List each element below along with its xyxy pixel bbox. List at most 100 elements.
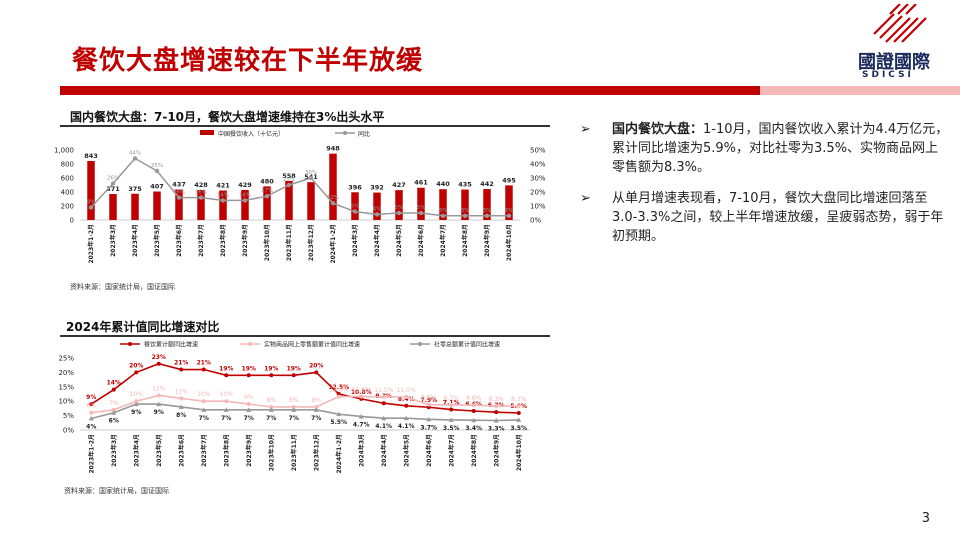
y-tick: 20% <box>58 369 74 377</box>
y-right-tick: 40% <box>530 161 546 169</box>
line-point <box>88 205 94 210</box>
bar <box>175 189 183 220</box>
line-label: 3.4% <box>465 425 482 432</box>
line-point <box>111 407 116 412</box>
line-point <box>381 415 387 421</box>
line-point <box>462 213 468 218</box>
series-line <box>90 362 519 414</box>
line-point <box>426 416 432 422</box>
y-tick: 25% <box>58 355 74 363</box>
line-label: 10% <box>130 391 144 398</box>
line-label: 21% <box>197 360 211 367</box>
bar-label: 437 <box>172 180 186 188</box>
x-tick: 2024年4月 <box>380 434 388 467</box>
x-tick: 2024年3月 <box>357 434 365 467</box>
chart1-title: 国内餐饮大盘：7-10月，餐饮大盘增速维持在3%出头水平 <box>70 110 385 124</box>
bar <box>417 187 425 220</box>
y-left-tick: 0 <box>70 217 74 225</box>
legend-marker <box>418 342 422 346</box>
line-point <box>330 201 336 206</box>
line-label: 12% <box>327 195 339 201</box>
y-left-tick: 800 <box>61 161 74 169</box>
chart1-divider <box>60 125 550 127</box>
line-label: 6% <box>109 418 119 425</box>
logo-icon <box>873 4 927 43</box>
bar <box>373 192 381 220</box>
bar-label: 375 <box>128 185 142 193</box>
line-point <box>201 399 206 404</box>
bar-label: 396 <box>348 183 362 191</box>
bar-label: 480 <box>260 177 274 185</box>
page-number: 3 <box>921 511 930 526</box>
x-tick: 2024年6月 <box>417 224 425 257</box>
y-left-tick: 400 <box>61 189 74 197</box>
bar <box>219 190 227 220</box>
line-label: 8% <box>266 397 276 404</box>
line-point <box>358 413 364 419</box>
line-point <box>88 415 94 421</box>
line-point <box>111 410 117 415</box>
logo-text: 國證國際 <box>858 52 930 73</box>
x-tick: 2023年1-2月 <box>87 434 95 474</box>
line-label: 5% <box>417 205 426 211</box>
line-point <box>246 407 252 412</box>
bar <box>505 185 513 220</box>
line-label: 19% <box>242 365 256 372</box>
line-point <box>471 408 476 413</box>
line-label: 10% <box>220 391 234 398</box>
line-label: 7% <box>109 400 119 407</box>
line-label: 11.5% <box>374 387 393 394</box>
bar <box>483 189 491 220</box>
line-point <box>132 156 138 161</box>
line-label: 10% <box>197 391 211 398</box>
x-tick: 2023年10月 <box>263 224 271 261</box>
line-point <box>440 213 446 218</box>
bullet-list: ➢ 国内餐饮大盘：1-10月，国内餐饮收入累计为4.4万亿元，累计同比增速为5.… <box>580 120 950 258</box>
bar-label: 558 <box>282 172 296 180</box>
line-point <box>179 396 184 401</box>
y-right-tick: 10% <box>530 203 546 211</box>
x-tick: 2024年8月 <box>461 224 469 257</box>
x-tick: 2024年3月 <box>351 224 359 257</box>
line-point <box>506 213 512 218</box>
x-tick: 2024年10月 <box>505 224 513 261</box>
line-label: 12.5% <box>328 384 349 391</box>
line-point <box>224 399 229 404</box>
line-label: 20% <box>309 362 323 369</box>
bar <box>263 186 271 220</box>
line-point <box>471 403 476 408</box>
line-point <box>336 411 342 417</box>
chart1: 中国餐饮收入（十亿元） 同比 0 200 400 600 800 1,000 0% 10% 20% 3… <box>54 130 546 264</box>
bar <box>87 160 95 220</box>
line-point <box>314 370 319 375</box>
bar <box>153 191 161 220</box>
line-point <box>418 210 424 216</box>
line-point <box>381 401 386 406</box>
line-label: 4.7% <box>353 421 370 428</box>
line-label: 14% <box>239 192 251 198</box>
line-point <box>178 404 184 409</box>
bar <box>197 190 205 220</box>
chart2-source: 资料来源：国家统计局，国证国际 <box>64 487 169 495</box>
y-right-tick: 50% <box>530 147 546 155</box>
line-label: 20% <box>129 362 143 369</box>
line-point <box>374 212 380 217</box>
line-point <box>516 417 522 422</box>
line-point <box>291 407 297 412</box>
chart2: 餐饮累计额同比增速 实物商品网上零售额累计值同比增速 社零总额累计值同比增速 0% 5%… <box>58 341 530 474</box>
line-point <box>220 198 226 203</box>
x-tick: 2023年3月 <box>109 224 117 257</box>
x-tick: 2023年12月 <box>307 224 315 261</box>
bullet-bold: 国内餐饮大盘： <box>612 122 704 137</box>
x-tick: 2023年11月 <box>290 434 298 471</box>
line-point <box>494 410 499 415</box>
line-label: 17% <box>261 188 273 194</box>
bar <box>439 189 447 220</box>
bar <box>307 182 315 220</box>
line-label: 3.7% <box>420 424 437 431</box>
bar <box>351 192 359 220</box>
line-label: 7% <box>244 415 254 422</box>
line-label: 44% <box>129 150 141 156</box>
y-left-tick: 1,000 <box>54 147 74 155</box>
line-point <box>449 402 454 407</box>
